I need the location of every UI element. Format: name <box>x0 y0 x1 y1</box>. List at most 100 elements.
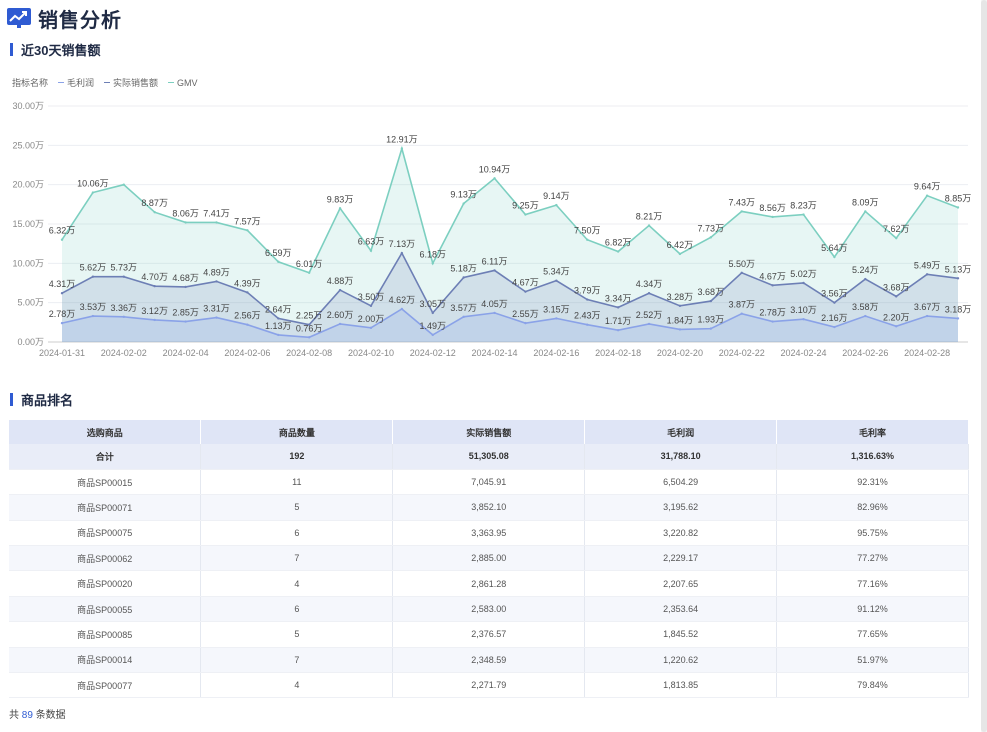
x-tick-label: 2024-02-12 <box>410 348 456 358</box>
data-point <box>369 249 373 252</box>
data-point <box>91 275 95 278</box>
total-cell: 1,316.63% <box>776 444 969 470</box>
table-cell: 3,363.95 <box>392 520 586 547</box>
data-point <box>338 288 342 292</box>
data-point <box>956 277 960 280</box>
data-label: 4.34万 <box>636 279 663 289</box>
table-row[interactable]: 商品SP00015 11 7,045.91 6,504.29 92.31% <box>9 469 969 496</box>
data-point <box>91 191 95 194</box>
table-header-row: 选购商品 商品数量 实际销售额 毛利润 毛利率 <box>9 420 969 444</box>
data-label: 3.36万 <box>111 303 138 313</box>
data-point <box>60 321 64 325</box>
data-point <box>462 276 465 279</box>
table-section-title-text: 商品排名 <box>21 393 74 408</box>
table-cell: 3,220.82 <box>584 520 778 547</box>
table-total-row: 合计 192 51,305.08 31,788.10 1,316.63% <box>9 444 969 470</box>
table-cell: 95.75% <box>776 520 969 547</box>
table-cell: 7,045.91 <box>392 469 586 496</box>
legend-item-label: GMV <box>177 77 198 88</box>
data-point <box>709 327 713 330</box>
legend-item-gross-profit[interactable]: 毛利润 <box>58 76 94 89</box>
table-cell: 92.31% <box>776 469 969 496</box>
table-cell: 商品SP00077 <box>9 672 202 699</box>
data-label: 0.76万 <box>296 323 323 333</box>
data-point <box>833 301 836 304</box>
data-point <box>153 211 156 214</box>
data-point <box>647 322 651 326</box>
column-header-actual-sales[interactable]: 实际销售额 <box>392 420 586 444</box>
data-point <box>307 336 311 339</box>
data-label: 2.78万 <box>759 308 786 318</box>
data-label: 2.52万 <box>636 310 663 320</box>
data-point <box>369 326 373 330</box>
table-cell: 7 <box>200 647 394 674</box>
table-row[interactable]: 商品SP00014 7 2,348.59 1,220.62 51.97% <box>9 647 969 674</box>
data-point <box>740 271 743 274</box>
data-label: 4.31万 <box>49 279 76 289</box>
data-point <box>555 279 558 282</box>
legend-swatch <box>58 82 65 83</box>
page-scrollbar[interactable] <box>981 0 987 732</box>
data-point <box>771 320 774 323</box>
data-point <box>555 317 558 320</box>
data-label: 3.28万 <box>667 292 694 302</box>
data-point <box>956 317 960 320</box>
table-cell: 82.96% <box>776 494 969 521</box>
data-label: 3.15万 <box>543 304 570 314</box>
data-label: 2.60万 <box>327 310 354 320</box>
table-row[interactable]: 商品SP00062 7 2,885.00 2,229.17 77.27% <box>9 545 969 572</box>
y-tick-label: 20.00万 <box>12 180 44 190</box>
data-point <box>678 252 682 256</box>
x-tick-label: 2024-02-24 <box>780 348 826 358</box>
data-label: 2.64万 <box>265 304 292 314</box>
data-point <box>307 271 311 274</box>
data-point <box>524 321 527 325</box>
data-point <box>122 315 125 319</box>
data-point <box>895 295 898 298</box>
column-header-quantity[interactable]: 商品数量 <box>200 420 394 444</box>
section-marker <box>10 43 13 56</box>
data-point <box>709 236 713 239</box>
x-tick-label: 2024-02-18 <box>595 348 641 358</box>
table-row[interactable]: 商品SP00077 4 2,271.79 1,813.85 79.84% <box>9 672 969 699</box>
column-header-margin[interactable]: 毛利率 <box>776 420 969 444</box>
table-cell: 商品SP00075 <box>9 520 202 547</box>
scrollbar-thumb[interactable] <box>981 0 987 732</box>
data-label: 2.78万 <box>49 309 76 319</box>
table-cell: 2,229.17 <box>584 545 778 572</box>
data-label: 8.87万 <box>141 198 168 208</box>
table-row[interactable]: 商品SP00055 6 2,583.00 2,353.64 91.12% <box>9 596 969 623</box>
data-label: 3.50万 <box>358 292 385 302</box>
data-label: 2.00万 <box>358 314 385 324</box>
data-label: 1.93万 <box>698 315 725 325</box>
data-point <box>184 320 187 323</box>
data-point <box>647 224 651 227</box>
table-row[interactable]: 商品SP00071 5 3,852.10 3,195.62 82.96% <box>9 494 969 521</box>
column-header-gross-profit[interactable]: 毛利润 <box>584 420 778 444</box>
legend-item-actual-sales[interactable]: 实际销售额 <box>104 76 158 89</box>
data-point <box>616 329 620 332</box>
table-cell: 商品SP00014 <box>9 647 202 674</box>
legend-swatch <box>168 82 175 83</box>
data-point <box>184 285 187 289</box>
data-label: 1.13万 <box>265 321 292 331</box>
x-tick-label: 2024-02-22 <box>719 348 765 358</box>
data-label: 7.73万 <box>698 223 725 233</box>
data-point <box>616 250 620 253</box>
column-header-product[interactable]: 选购商品 <box>9 420 202 444</box>
data-point <box>277 333 280 337</box>
x-tick-label: 2024-02-14 <box>472 348 518 358</box>
table-row[interactable]: 商品SP00075 6 3,363.95 3,220.82 95.75% <box>9 520 969 547</box>
table-row[interactable]: 商品SP00085 5 2,376.57 1,845.52 77.65% <box>9 621 969 648</box>
data-label: 10.06万 <box>77 179 109 189</box>
legend-item-gmv[interactable]: GMV <box>168 78 198 88</box>
data-point <box>369 304 373 308</box>
data-point <box>586 323 589 326</box>
table-row[interactable]: 商品SP00020 4 2,861.28 2,207.65 77.16% <box>9 570 969 597</box>
data-label: 6.18万 <box>419 249 446 259</box>
data-point <box>864 210 867 213</box>
data-label: 3.34万 <box>605 293 632 303</box>
page-header: 销售分析 <box>6 4 122 32</box>
data-label: 6.63万 <box>358 237 385 247</box>
data-label: 9.25万 <box>512 201 539 211</box>
